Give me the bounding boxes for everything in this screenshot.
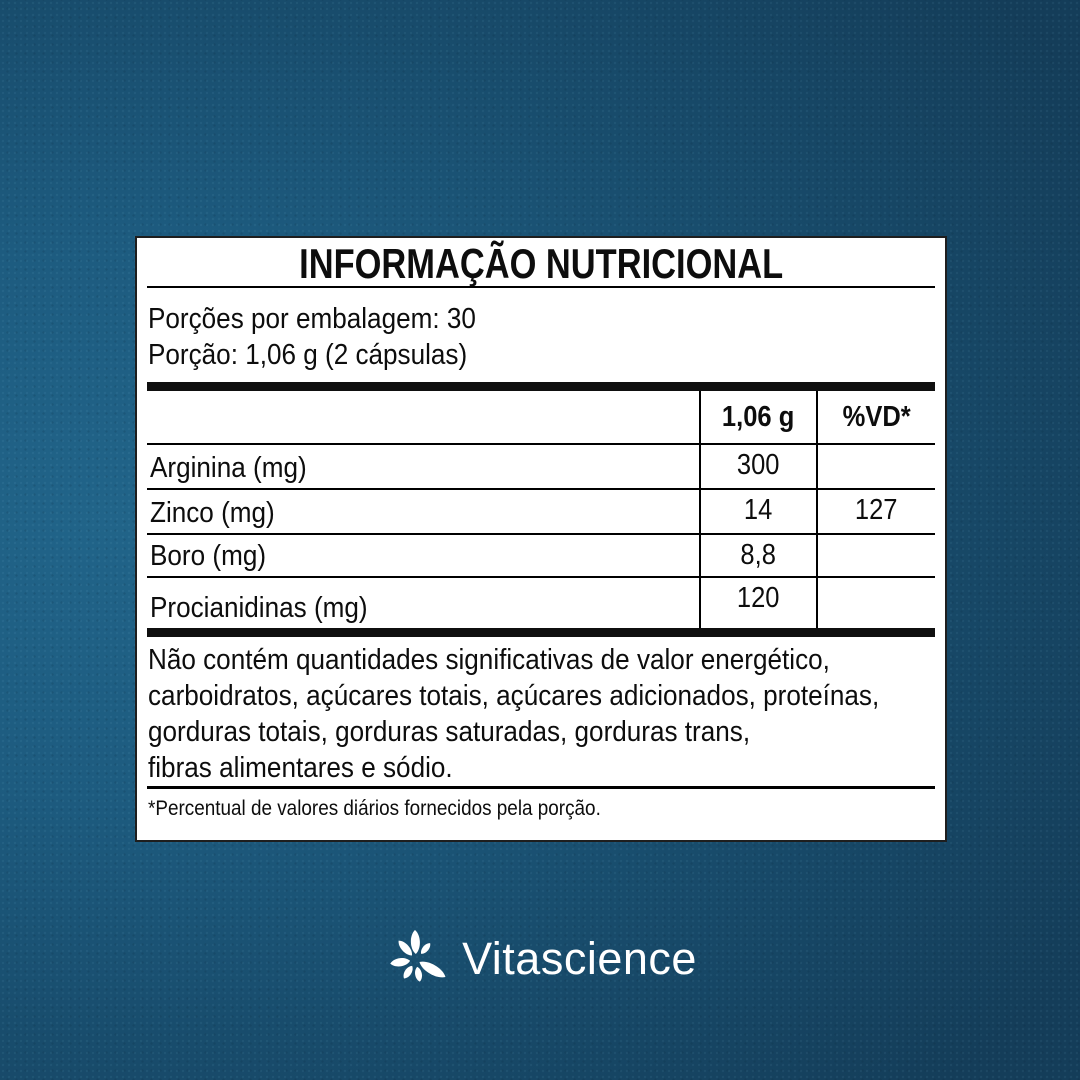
servings-info: Porções por embalagem: 30 Porção: 1,06 g… bbox=[148, 301, 512, 373]
nutrient-amount: 120 bbox=[737, 582, 780, 614]
table-row-procianidinas: Procianidinas (mg) 120 bbox=[147, 578, 935, 628]
disclaimer-line: Não contém quantidades significativas de… bbox=[148, 644, 830, 676]
nutrition-label-panel: INFORMAÇÃO NUTRICIONAL Porções por embal… bbox=[135, 236, 947, 842]
header-amount-cell: 1,06 g bbox=[699, 391, 816, 443]
servings-per-package: Porções por embalagem: 30 bbox=[148, 303, 476, 335]
nutrient-name: Boro (mg) bbox=[150, 540, 267, 572]
table-row-arginina: Arginina (mg) 300 bbox=[147, 445, 935, 490]
panel-title-wrap: INFORMAÇÃO NUTRICIONAL bbox=[137, 242, 945, 286]
table-header-row: 1,06 g %VD* bbox=[147, 391, 935, 445]
footnote-divider bbox=[147, 786, 935, 789]
header-amount-label: 1,06 g bbox=[722, 400, 795, 433]
disclaimer-line: gorduras totais, gorduras saturadas, gor… bbox=[148, 716, 751, 748]
leaf-rosette-icon bbox=[390, 930, 446, 982]
title-divider bbox=[147, 286, 935, 288]
nutrition-table: 1,06 g %VD* Arginina (mg) 300 Zinco (mg)… bbox=[147, 391, 935, 628]
disclaimer: Não contém quantidades significativas de… bbox=[148, 642, 960, 786]
brand-logo: Vitascience bbox=[0, 916, 1080, 1006]
footnote-text: *Percentual de valores diários fornecido… bbox=[148, 797, 601, 820]
disclaimer-line: carboidratos, açúcares totais, açúcares … bbox=[148, 680, 880, 712]
table-row-boro: Boro (mg) 8,8 bbox=[147, 535, 935, 578]
header-nutrient-cell bbox=[147, 391, 699, 443]
nutrient-name: Arginina (mg) bbox=[150, 452, 307, 484]
nutrient-amount: 300 bbox=[737, 449, 780, 481]
header-dv-cell: %VD* bbox=[816, 391, 935, 443]
table-row-zinco: Zinco (mg) 14 127 bbox=[147, 490, 935, 535]
serving-size: Porção: 1,06 g (2 cápsulas) bbox=[148, 339, 468, 371]
nutrient-name: Procianidinas (mg) bbox=[150, 592, 368, 624]
footnote: *Percentual de valores diários fornecido… bbox=[148, 795, 651, 822]
nutrient-amount: 14 bbox=[744, 494, 773, 526]
nutrient-name: Zinco (mg) bbox=[150, 497, 275, 529]
table-top-bar bbox=[147, 382, 935, 391]
table-bottom-bar bbox=[147, 628, 935, 637]
nutrient-dv: 127 bbox=[855, 494, 898, 526]
disclaimer-line: fibras alimentares e sódio. bbox=[148, 752, 453, 784]
nutrient-amount: 8,8 bbox=[740, 539, 777, 571]
panel-title: INFORMAÇÃO NUTRICIONAL bbox=[298, 240, 784, 287]
brand-name: Vitascience bbox=[462, 932, 697, 984]
header-dv-label: %VD* bbox=[842, 400, 911, 433]
